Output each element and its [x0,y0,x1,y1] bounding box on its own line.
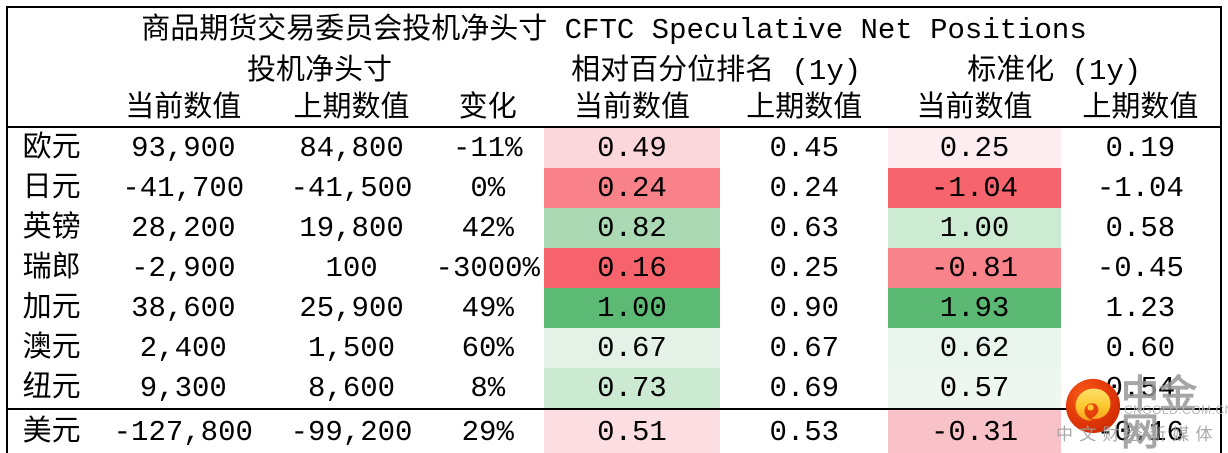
cell-net-current: -41,700 [122,171,245,205]
row-label: 瑞郎 [22,251,81,285]
cell-std-current: 1.93 [888,288,1061,328]
row-label: 加元 [22,291,81,325]
row-label: 美元 [7,408,96,453]
cell-std-current: -0.31 [888,408,1061,453]
cell-std-previous: -0.16 [1060,408,1221,453]
group-header-net-positions: 投机净头寸 [246,54,392,88]
table-row-cad: 加元 38,600 25,900 49% 1.00 0.90 1.93 1.23 [7,288,1221,328]
cell-pct-previous: 0.69 [769,371,840,405]
cell-net-current: 9,300 [139,371,227,405]
column-header-spacer [7,90,96,128]
row-label: 欧元 [22,131,81,165]
cell-pct-previous: 0.63 [769,211,840,245]
cell-std-previous: 0.54 [1105,371,1176,405]
row-label: 英镑 [22,211,81,245]
cell-std-previous: -1.04 [1096,171,1184,205]
table-row-jpy: 日元 -41,700 -41,500 0% 0.24 0.24 -1.04 -1… [7,168,1221,208]
cell-change: -3000% [435,251,540,285]
column-header-std-current: 当前数值 [888,90,1061,128]
cell-std-current: -1.04 [888,168,1061,208]
cell-pct-previous: 0.53 [720,408,889,453]
cell-net-previous: 19,800 [299,211,404,245]
row-label: 纽元 [22,371,81,405]
cell-pct-previous: 0.45 [769,131,840,165]
cell-net-previous: -41,500 [290,171,413,205]
column-header-pct-current: 当前数值 [543,90,721,128]
cell-std-current: -0.81 [888,248,1061,288]
row-label: 日元 [22,171,81,205]
cell-pct-current: 1.00 [543,288,721,328]
cell-net-previous: 8,600 [308,371,396,405]
table-row-gbp: 英镑 28,200 19,800 42% 0.82 0.63 1.00 0.58 [7,208,1221,248]
cftc-table: 商品期货交易委员会投机净头寸 CFTC Speculative Net Posi… [6,6,1222,453]
column-header-net-previous: 上期数值 [271,90,432,128]
cell-pct-previous: 0.24 [769,171,840,205]
cell-std-previous: 0.19 [1105,131,1176,165]
cell-pct-current: 0.73 [543,368,721,409]
cell-pct-current: 0.51 [543,408,721,453]
cell-net-previous: -99,200 [271,408,432,453]
row-label: 澳元 [22,331,81,365]
column-header-change: 变化 [431,90,544,128]
cell-std-previous: 0.58 [1105,211,1176,245]
group-header-standardized: 标准化 (1y) [967,54,1142,88]
cell-std-current: 0.25 [888,127,1061,168]
cell-pct-previous: 0.90 [769,291,840,325]
group-header-spacer [7,52,95,90]
table-row-aud: 澳元 2,400 1,500 60% 0.67 0.67 0.62 0.60 [7,328,1221,368]
cell-std-current: 0.62 [888,328,1061,368]
column-header-net-current: 当前数值 [95,90,272,128]
cell-net-previous: 100 [325,251,378,285]
cell-std-previous: 0.60 [1105,331,1176,365]
table-row-nzd: 纽元 9,300 8,600 8% 0.73 0.69 0.57 0.54 [7,368,1221,409]
page-title: 商品期货交易委员会投机净头寸 CFTC Speculative Net Posi… [141,13,1087,47]
cell-change: 49% [461,291,514,325]
cell-net-current: 2,400 [139,331,227,365]
cell-pct-current: 0.82 [543,208,721,248]
cell-pct-previous: 0.25 [769,251,840,285]
table-row-chf: 瑞郎 -2,900 100 -3000% 0.16 0.25 -0.81 -0.… [7,248,1221,288]
cell-net-current: -2,900 [131,251,236,285]
column-header-pct-previous: 上期数值 [720,90,889,128]
cell-change: 0% [470,171,506,205]
column-header-std-previous: 上期数值 [1060,90,1221,128]
cell-net-previous: 84,800 [299,131,404,165]
cell-net-previous: 25,900 [299,291,404,325]
group-header-percentile-rank: 相对百分位排名 (1y) [571,54,862,88]
cell-std-current: 1.00 [888,208,1061,248]
cell-pct-current: 0.67 [543,328,721,368]
table-row-usd: 美元 -127,800 -99,200 29% 0.51 0.53 -0.31 … [7,408,1221,453]
cell-net-previous: 1,500 [308,331,396,365]
cell-pct-previous: 0.67 [769,331,840,365]
cell-net-current: 28,200 [131,211,236,245]
cell-std-previous: 1.23 [1105,291,1176,325]
cell-pct-current: 0.49 [543,127,721,168]
cell-net-current: 38,600 [131,291,236,325]
cell-change: 8% [470,371,506,405]
cell-change: 60% [461,331,514,365]
cell-pct-current: 0.16 [543,248,721,288]
cell-pct-current: 0.24 [543,168,721,208]
cell-std-previous: -0.45 [1096,251,1184,285]
cell-std-current: 0.57 [888,368,1061,409]
table-row-eur: 欧元 93,900 84,800 -11% 0.49 0.45 0.25 0.1… [7,127,1221,168]
cell-net-current: -127,800 [95,408,272,453]
cell-change: 29% [431,408,544,453]
cell-net-current: 93,900 [131,131,236,165]
cell-change: 42% [461,211,514,245]
cell-change: -11% [452,131,523,165]
